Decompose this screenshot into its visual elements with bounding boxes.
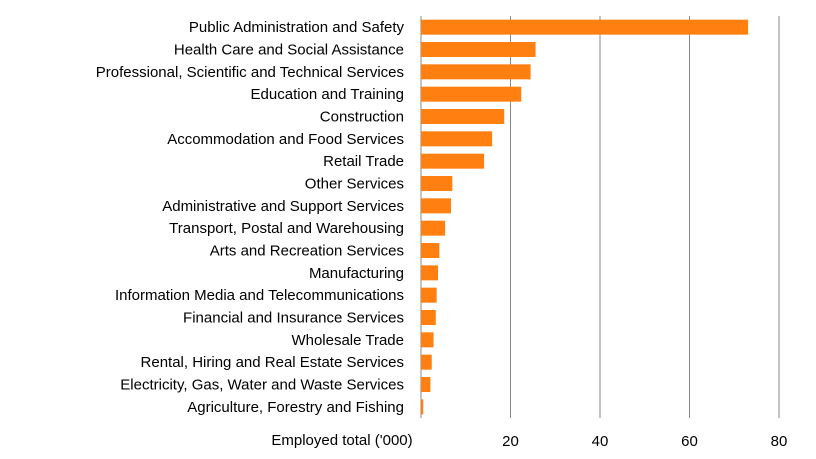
category-label: Arts and Recreation Services: [210, 243, 404, 260]
bar: [421, 86, 522, 102]
bar: [421, 354, 432, 370]
x-tick-label: 40: [592, 433, 609, 450]
category-label: Manufacturing: [309, 265, 404, 282]
bar: [421, 377, 431, 392]
category-label: Administrative and Support Services: [162, 198, 404, 215]
category-label: Electricity, Gas, Water and Waste Servic…: [120, 377, 404, 394]
bars: [421, 19, 749, 415]
bar: [421, 399, 424, 415]
x-tick-label: 60: [681, 433, 698, 450]
bar: [421, 310, 436, 325]
category-label: Professional, Scientific and Technical S…: [96, 64, 404, 81]
category-label: Public Administration and Safety: [189, 19, 405, 36]
bar: [421, 265, 439, 281]
category-label: Retail Trade: [323, 153, 404, 170]
gridlines: [420, 16, 780, 418]
category-label: Transport, Postal and Warehousing: [169, 220, 404, 237]
category-label: Accommodation and Food Services: [167, 131, 404, 148]
bar: [421, 131, 493, 147]
bar: [421, 19, 749, 35]
bar: [421, 42, 536, 57]
x-tick-label: 80: [771, 433, 788, 450]
bar: [421, 243, 440, 258]
bar: [421, 332, 434, 348]
bar: [421, 153, 485, 169]
category-label: Information Media and Telecommunications: [115, 287, 404, 304]
bar: [421, 109, 505, 124]
category-label: Wholesale Trade: [291, 332, 404, 349]
bar: [421, 220, 446, 236]
bar: [421, 198, 451, 214]
category-label: Rental, Hiring and Real Estate Services: [141, 354, 404, 371]
category-label: Health Care and Social Assistance: [174, 42, 404, 59]
x-tick-label: 20: [502, 433, 519, 450]
category-label: Financial and Insurance Services: [183, 310, 404, 327]
x-tick-labels: 20 40 60 80: [502, 433, 787, 450]
category-label: Education and Training: [251, 86, 404, 103]
category-label: Construction: [320, 109, 404, 126]
bar: [421, 287, 437, 303]
bar: [421, 64, 531, 80]
bar: [421, 176, 453, 191]
category-labels: Public Administration and Safety Health C…: [96, 19, 405, 416]
category-label: Other Services: [305, 176, 404, 193]
category-label: Agriculture, Forestry and Fishing: [187, 399, 404, 416]
x-axis-title: Employed total ('000): [271, 432, 412, 449]
